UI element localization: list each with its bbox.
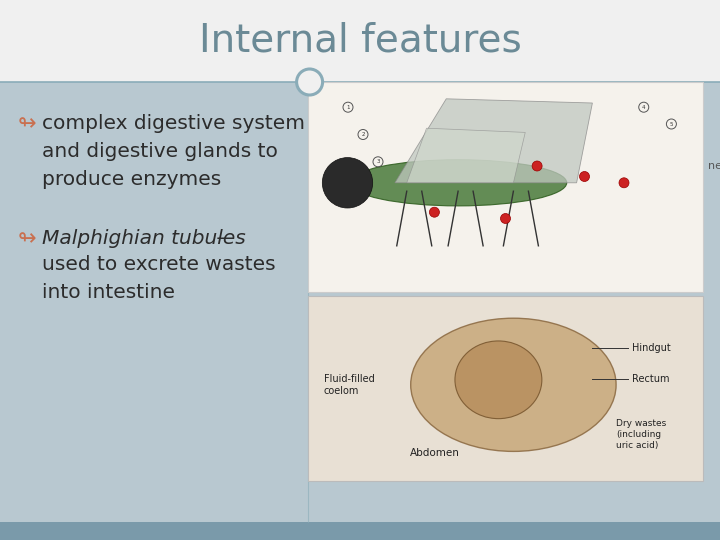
Text: 5: 5: [670, 122, 673, 126]
Text: used to excrete wastes
into intestine: used to excrete wastes into intestine: [42, 255, 276, 302]
Polygon shape: [395, 99, 593, 183]
Circle shape: [580, 172, 590, 181]
Circle shape: [323, 158, 373, 208]
Text: Hindgut: Hindgut: [632, 343, 670, 353]
Text: ↬: ↬: [18, 114, 37, 134]
Bar: [0, 522, 720, 540]
Circle shape: [429, 207, 439, 217]
Text: Internal features: Internal features: [199, 22, 521, 60]
Circle shape: [297, 69, 323, 95]
Ellipse shape: [349, 160, 567, 206]
Text: Malphighian tubules: Malphighian tubules: [42, 229, 246, 248]
Text: ↬: ↬: [18, 229, 37, 249]
Polygon shape: [407, 128, 526, 183]
Text: complex digestive system
and digestive glands to
produce enzymes: complex digestive system and digestive g…: [42, 114, 305, 189]
Bar: [0, 0, 720, 82]
Bar: [308, 296, 703, 481]
Text: 4: 4: [642, 105, 646, 110]
Ellipse shape: [455, 341, 542, 418]
Circle shape: [500, 213, 510, 224]
Text: Fluid-filled
coelom: Fluid-filled coelom: [324, 374, 374, 396]
Circle shape: [532, 161, 542, 171]
Text: 3: 3: [377, 159, 379, 164]
Bar: [308, 82, 703, 292]
Text: Rectum: Rectum: [632, 374, 670, 384]
Text: nen: nen: [708, 161, 720, 171]
Text: –: –: [210, 229, 227, 248]
Text: 1: 1: [346, 105, 350, 110]
Circle shape: [619, 178, 629, 188]
Ellipse shape: [410, 318, 616, 451]
Text: Abdomen: Abdomen: [410, 448, 459, 458]
Text: Dry wastes
(including
uric acid): Dry wastes (including uric acid): [616, 419, 666, 450]
Text: 2: 2: [361, 132, 365, 137]
